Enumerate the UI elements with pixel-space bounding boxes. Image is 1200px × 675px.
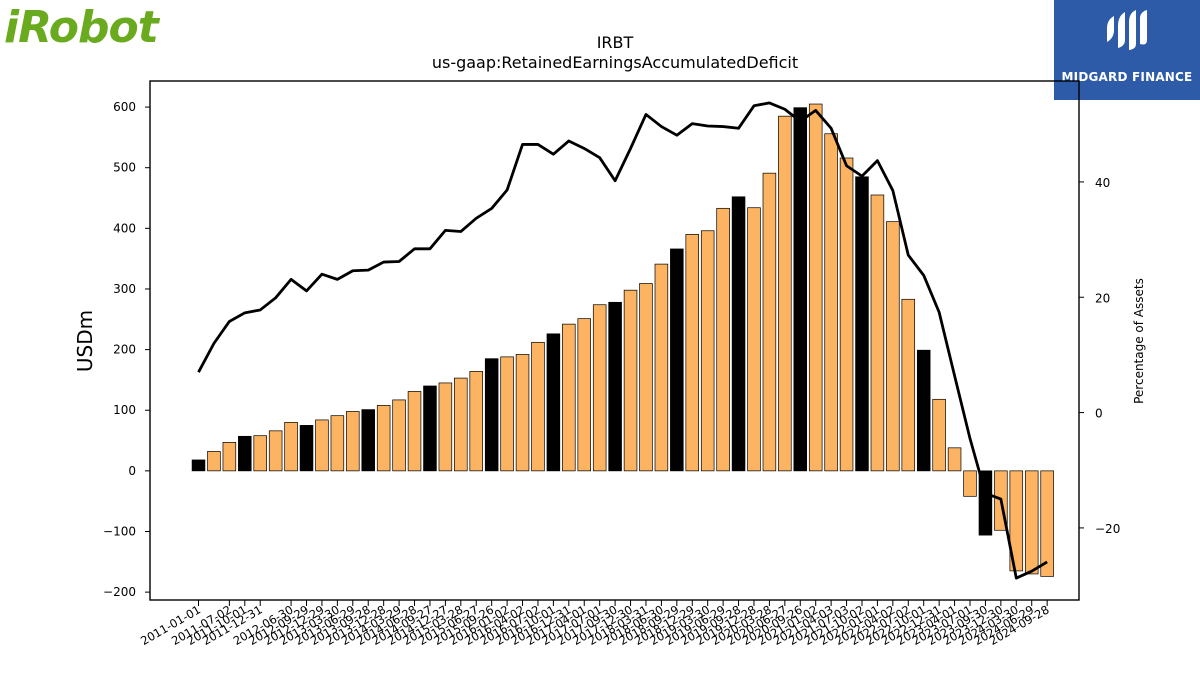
bar-2017-12-30 — [623, 289, 638, 472]
bar-2022-04-02 — [886, 221, 900, 472]
y2-tick-label: −20 — [1095, 522, 1120, 536]
bar-2015-06-27 — [469, 371, 483, 472]
chart-subtitle: us-gaap:RetainedEarningsAccumulatedDefic… — [432, 53, 798, 72]
y-tick-label: −200 — [103, 585, 136, 599]
bar-2021-10-02 — [855, 176, 869, 472]
bar-2011-04-02 — [207, 451, 221, 472]
y-tick-label: 500 — [113, 161, 136, 175]
bar-2012-06-30 — [284, 422, 298, 472]
bar-2013-09-28 — [361, 409, 375, 472]
y2-tick-label: 20 — [1095, 291, 1110, 305]
bar-2011-07-02 — [222, 442, 237, 472]
bar-2012-12-29 — [315, 419, 329, 472]
y-tick-label: 400 — [113, 221, 136, 235]
bar-2022-07-02 — [901, 298, 916, 472]
bar-2015-03-28 — [454, 377, 468, 472]
bar-2020-03-28 — [762, 172, 777, 472]
bar-2013-03-30 — [330, 415, 345, 472]
bar-2016-12-31 — [562, 323, 576, 472]
bar-2024-09-28 — [1040, 470, 1054, 577]
bar-2020-09-26 — [793, 107, 808, 472]
y2-tick-label: 0 — [1095, 407, 1103, 421]
irobot-logo: iRobot — [4, 2, 176, 53]
bar-2022-01-01 — [870, 194, 885, 472]
bar-2021-07-03 — [839, 157, 854, 472]
y-tick-label: 200 — [113, 343, 136, 357]
bar-2023-04-01 — [947, 447, 962, 472]
bar-2018-06-30 — [654, 263, 669, 472]
bar-2019-09-28 — [731, 196, 746, 472]
bar-2017-04-01 — [577, 318, 591, 472]
plot-frame — [149, 80, 1080, 601]
bar-2016-01-02 — [500, 356, 514, 472]
bar-2021-04-03 — [824, 133, 838, 472]
bar-2016-07-02 — [531, 341, 545, 472]
bar-2022-12-31 — [932, 398, 946, 472]
bar-2014-09-27 — [423, 385, 437, 472]
bar-2020-06-27 — [778, 115, 792, 472]
bar-2011-12-31 — [253, 435, 267, 472]
y-tick-label: 0 — [128, 464, 136, 478]
y-tick-label: 100 — [113, 403, 136, 417]
bar-2016-10-01 — [546, 333, 561, 472]
bar-2012-09-29 — [299, 425, 314, 472]
midgard-finance-badge: MIDGARD FINANCE — [1054, 0, 1200, 100]
midgard-logo-icon — [1107, 10, 1147, 50]
bar-2021-01-02 — [808, 103, 823, 472]
bar-2014-12-27 — [438, 382, 453, 472]
bar-2013-12-28 — [376, 405, 391, 472]
pct-of-assets-line — [197, 101, 1048, 580]
bar-2019-03-30 — [700, 230, 715, 472]
bar-2017-09-30 — [608, 301, 622, 472]
bar-2023-07-01 — [963, 470, 977, 497]
y-tick-label: −100 — [103, 524, 136, 538]
logo-text: iRobot — [4, 2, 159, 53]
bar-2017-07-01 — [592, 304, 607, 472]
y-tick-label: 600 — [113, 100, 136, 114]
bar-2024-06-29 — [1024, 470, 1039, 575]
bar-2022-10-01 — [916, 349, 931, 472]
bar-2018-12-29 — [685, 234, 700, 472]
bar-2013-06-29 — [346, 411, 360, 472]
bar-2018-03-31 — [639, 283, 653, 472]
badge-label: MIDGARD FINANCE — [1061, 70, 1193, 84]
chart-title: IRBT — [597, 33, 634, 52]
bar-2019-06-29 — [716, 207, 730, 472]
bar-2011-01-01 — [191, 459, 206, 472]
y2-axis-label: Percentage of Assets — [1132, 278, 1146, 404]
bar-2012-03-31 — [268, 430, 283, 472]
bar-2015-09-26 — [484, 358, 499, 472]
y-axis-label: USDm — [73, 310, 97, 372]
bar-2019-12-28 — [747, 207, 761, 472]
bar-2018-09-29 — [670, 248, 684, 472]
y2-tick-label: 40 — [1095, 176, 1110, 190]
bar-2014-06-28 — [407, 391, 422, 472]
y-tick-label: 300 — [113, 282, 136, 296]
bar-2016-04-02 — [515, 354, 530, 472]
bar-2011-10-01 — [238, 435, 252, 472]
bar-2014-03-29 — [392, 399, 406, 472]
